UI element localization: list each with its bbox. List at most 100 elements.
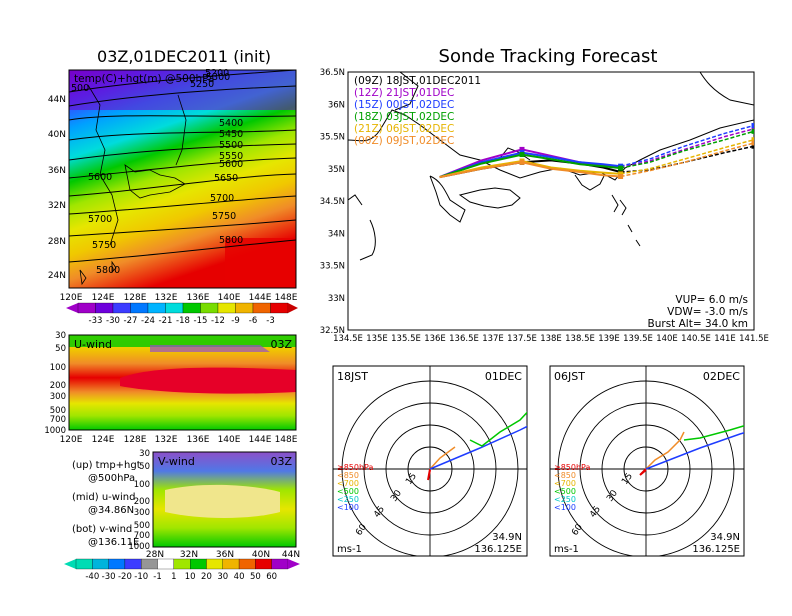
polar-left-time: 18JST — [337, 370, 368, 383]
v-wind-label: V-wind — [158, 455, 195, 468]
track-line-dashed — [620, 138, 754, 175]
height-label-left: 5600 — [88, 172, 112, 183]
x-tick-label: 124E — [92, 293, 115, 303]
height-label: 5700 — [210, 193, 234, 204]
u-wind-jet-core — [120, 367, 296, 394]
height-label: 5450 — [219, 129, 243, 140]
track-legend-entry: (00Z) 09JST,02DEC — [354, 135, 454, 147]
x-tick-label: 138E — [540, 334, 562, 344]
colorbar-cell — [157, 558, 174, 570]
track-legend-entry: (21Z) 06JST,02DEC — [354, 123, 454, 135]
colorbar-label: -10 — [134, 572, 148, 582]
pressure-entry: <850 — [554, 471, 576, 480]
height-label: 5750 — [212, 211, 236, 222]
y-tick-label: 40N — [48, 130, 66, 140]
track-y-ticks: 36.5N 36N 35.5N 35N 34.5N 34N 33.5N 33N 32.5N — [320, 68, 345, 336]
x-tick-label: 140.5E — [681, 334, 711, 344]
colorbar-cell — [255, 558, 272, 570]
track-line-dashed — [620, 130, 754, 169]
track-line-solid — [439, 161, 621, 179]
colorbar-label: -1 — [153, 572, 161, 582]
y-tick-label: 32N — [48, 201, 66, 211]
polar-right-date: 02DEC — [703, 370, 740, 383]
track-line-solid — [439, 151, 621, 179]
wind-colorbar: -40 -30 -20 -10 -1 1 10 20 30 40 50 60 — [64, 558, 300, 582]
u-wind-frame — [68, 334, 297, 431]
colorbar-cell — [252, 302, 271, 314]
pressure-entry: ≥850hPa — [554, 463, 591, 472]
track-point — [618, 165, 624, 171]
colorbar-cell — [124, 558, 142, 570]
track-x-ticks: 134.5E 135E 135.5E 136E 136.5E 137E 137.5E 138E… — [333, 334, 769, 344]
track-line-dashed — [620, 124, 754, 167]
colorbar-cell — [217, 302, 236, 314]
y-tick-label: 1000 — [128, 542, 150, 552]
colorbar-label: -9 — [231, 316, 239, 326]
x-tick-label: 36N — [216, 550, 234, 560]
polar-right-lat: 34.9N — [710, 532, 740, 543]
y-tick-label: 700 — [134, 531, 150, 541]
y-tick-label: 35.5N — [320, 133, 345, 143]
polar-left-lat: 34.9N — [492, 532, 522, 543]
polar-left-panel: 18JST 01DEC 15 30 45 60 34.9N 136.125E m… — [332, 365, 528, 557]
polar-left-rings: 15 30 45 60 — [354, 472, 419, 538]
param-vup: VUP= 6.0 m/s — [675, 294, 748, 306]
y-tick-label: 500 — [134, 521, 150, 531]
y-tick-label: 30 — [55, 331, 66, 341]
height-label-left: 5750 — [92, 240, 116, 251]
left-title: 03Z,01DEC2011 (init) — [97, 47, 271, 66]
polar-right-lon: 136.125E — [692, 544, 740, 555]
x-tick-label: 144E — [249, 293, 272, 303]
note-line: @34.86N — [88, 505, 134, 516]
colorbar-label: -24 — [141, 316, 155, 326]
track-legend: (09Z) 18JST,01DEC2011 (12Z) 21JST,01DEC … — [354, 75, 481, 147]
temp-colorbar-labels: -33 -30 -27 -24 -21 -18 -15 -12 -9 -6 -3 — [89, 316, 275, 326]
v-wind-core — [165, 484, 280, 518]
y-tick-label: 34N — [328, 229, 345, 239]
wind-colorbar-labels: -40 -30 -20 -10 -1 1 10 20 30 40 50 60 — [85, 572, 277, 582]
track-line-solid — [439, 159, 621, 179]
v-wind-x-ticks: 28N 32N 36N 40N 44N — [146, 550, 300, 560]
panel-notes: (up) tmp+hgt @500hPa (mid) u-wind @34.86… — [72, 460, 141, 548]
colorbar-cell — [238, 558, 256, 570]
x-tick-label: 44N — [282, 550, 300, 560]
colorbar-cell — [270, 302, 289, 314]
x-tick-label: 135.5E — [391, 334, 421, 344]
height-contours — [68, 69, 297, 263]
polar-left-unit: ms-1 — [337, 544, 362, 555]
y-tick-label: 700 — [50, 415, 66, 425]
colorbar-cell — [130, 302, 149, 314]
colorbar-label: -30 — [102, 572, 116, 582]
colorbar-label: -3 — [266, 316, 274, 326]
x-tick-label: 148E — [275, 293, 298, 303]
colorbar-cell — [112, 302, 131, 314]
hodo-mid — [645, 431, 685, 470]
colorbar-label: 30 — [217, 572, 228, 582]
track-line-dashed — [620, 128, 754, 169]
track-point — [519, 152, 525, 158]
height-label-left: 5700 — [88, 214, 112, 225]
v-wind-y-ticks: 30 50 100 200 300 500 700 1000 — [128, 449, 150, 552]
colorbar-arrow-left — [64, 559, 76, 569]
y-tick-label: 50 — [139, 462, 150, 472]
pressure-entry: <100 — [554, 503, 576, 512]
x-tick-label: 120E — [60, 435, 83, 445]
hodo-mid — [429, 446, 456, 470]
height-label: 5800 — [219, 235, 243, 246]
pressure-entry: <250 — [337, 495, 359, 504]
pressure-entry: <500 — [337, 487, 359, 496]
track-legend-entry: (12Z) 21JST,01DEC — [354, 87, 454, 99]
temp-height-map: temp(C)+hgt(m) @500hPa 5200 5250 5300 54… — [48, 68, 298, 303]
u-wind-y-ticks: 30 50 100 200 300 500 700 1000 — [44, 331, 66, 436]
hodo-green — [469, 411, 527, 447]
param-burst: Burst Alt= 34.0 km — [648, 318, 748, 330]
y-tick-label: 33.5N — [320, 262, 345, 272]
colorbar-arrow-right — [288, 559, 300, 569]
track-line-dashed — [620, 142, 754, 178]
colorbar-label: -33 — [89, 316, 103, 326]
y-tick-label: 300 — [50, 392, 66, 402]
y-tick-label: 33N — [328, 294, 345, 304]
note-line: @500hPa — [88, 473, 135, 484]
hodo-low — [427, 468, 431, 481]
